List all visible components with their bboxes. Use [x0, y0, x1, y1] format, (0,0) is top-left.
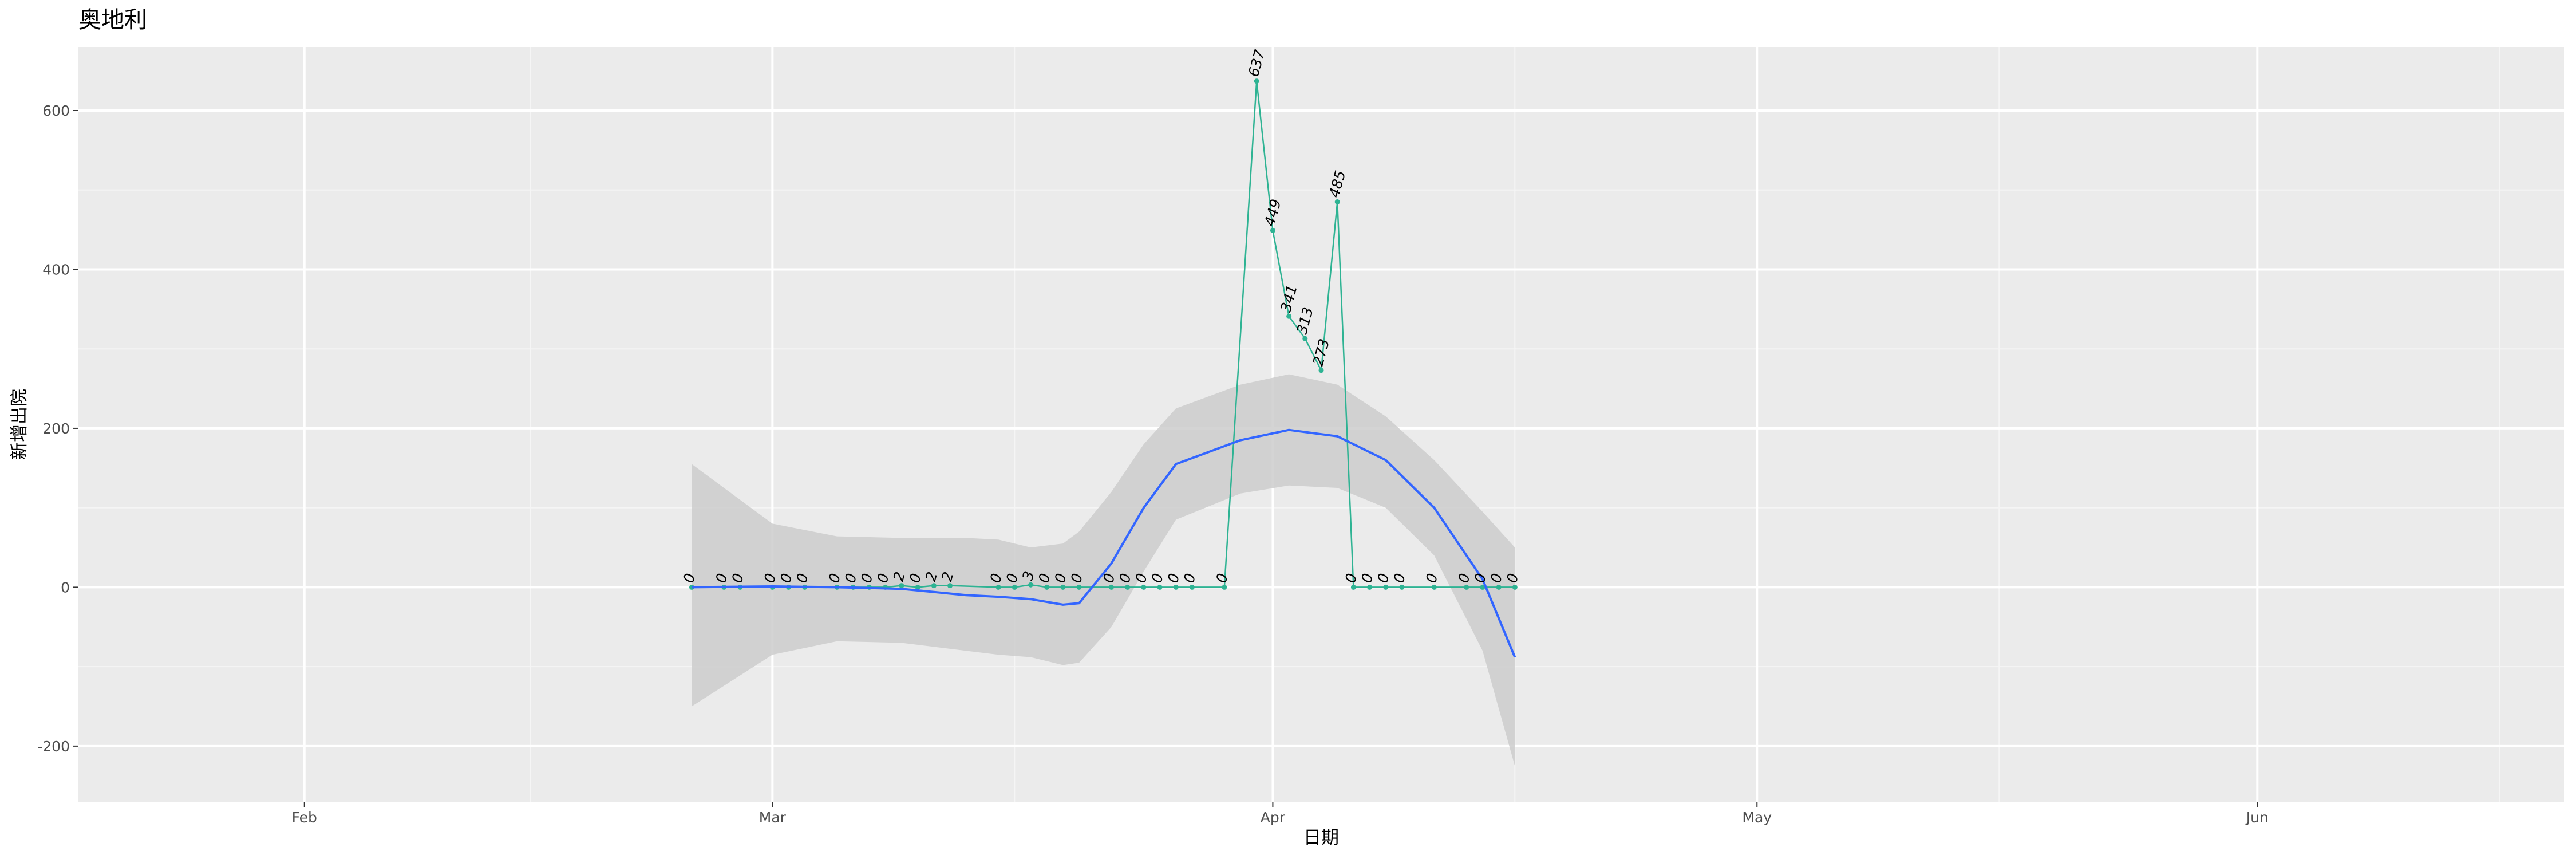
data-label: 2	[922, 570, 941, 583]
x-axis-title: 日期	[1303, 828, 1339, 848]
data-label: 0	[713, 572, 731, 585]
x-tick-label: Jun	[2245, 809, 2269, 826]
major-gridlines	[78, 47, 2564, 802]
data-label: 0	[1390, 572, 1409, 585]
x-tick-label: May	[1742, 809, 1772, 826]
data-label: 0	[1052, 572, 1070, 585]
data-label: 0	[1213, 572, 1231, 585]
data-label: 0	[1100, 572, 1118, 585]
data-label: 0	[987, 572, 1005, 585]
data-point	[1334, 199, 1340, 205]
data-label: 0	[858, 572, 876, 585]
data-point	[1367, 584, 1373, 590]
data-point	[1302, 336, 1308, 341]
data-point	[1383, 584, 1389, 590]
data-point	[899, 583, 904, 589]
data-label: 0	[793, 572, 812, 585]
data-point	[1044, 584, 1050, 590]
data-point	[1254, 78, 1259, 84]
y-tick-label: 0	[61, 579, 70, 596]
data-point	[1222, 584, 1227, 590]
data-label: 0	[874, 572, 892, 585]
smooth-confidence-band	[692, 374, 1515, 766]
y-tick-label: 400	[42, 261, 70, 278]
data-label: 0	[1068, 572, 1086, 585]
data-label: 0	[1455, 572, 1473, 585]
confidence-band	[692, 374, 1515, 766]
data-point	[1286, 313, 1292, 319]
data-point	[1399, 584, 1405, 590]
data-point	[1012, 584, 1017, 590]
data-point	[1270, 227, 1275, 233]
data-label: 0	[825, 572, 844, 585]
y-axis: -200 0 200 400 600	[37, 103, 78, 755]
smooth-line-layer	[692, 428, 1516, 658]
x-axis: Feb Mar Apr May Jun	[292, 802, 2269, 826]
data-point	[1076, 584, 1082, 590]
data-label: 0	[841, 572, 860, 585]
data-label: 0	[1116, 572, 1134, 585]
data-point	[1028, 582, 1033, 588]
data-label: 0	[729, 572, 747, 585]
data-label: 0	[1180, 572, 1199, 585]
data-point	[1431, 584, 1437, 590]
data-point	[995, 584, 1001, 590]
data-label: 0	[1358, 572, 1376, 585]
data-label: 0	[1342, 572, 1360, 585]
data-label: 0	[761, 572, 779, 585]
data-point	[931, 583, 937, 589]
data-label: 0	[1035, 572, 1053, 585]
x-tick-label: Feb	[292, 809, 317, 826]
data-point	[1512, 584, 1518, 590]
chart-title: 奥地利	[78, 7, 147, 33]
data-label: 0	[1471, 572, 1490, 585]
data-point	[1060, 584, 1066, 590]
data-label: 0	[1374, 572, 1393, 585]
data-label: 3	[1019, 569, 1037, 582]
data-point	[1480, 584, 1485, 590]
data-point	[1125, 584, 1131, 590]
data-point	[1108, 584, 1114, 590]
data-label: 0	[1503, 572, 1522, 585]
data-label: 2	[890, 570, 908, 583]
y-axis-title: 新增出院	[9, 389, 30, 460]
data-label: 0	[1003, 572, 1021, 585]
data-label: 2	[938, 570, 957, 583]
x-tick-label: Apr	[1261, 809, 1286, 826]
data-point	[1318, 368, 1324, 373]
data-label: 0	[906, 572, 924, 585]
data-label: 0	[1148, 572, 1167, 585]
y-tick-label: -200	[37, 738, 70, 755]
smooth-line	[692, 428, 1516, 658]
x-tick-label: Mar	[759, 809, 787, 826]
data-label: 0	[1423, 572, 1441, 585]
data-label: 0	[1132, 572, 1151, 585]
data-point	[1173, 584, 1179, 590]
data-label: 0	[1164, 572, 1183, 585]
data-label: 0	[680, 572, 698, 585]
data-label: 0	[777, 572, 795, 585]
data-point	[1464, 584, 1469, 590]
y-tick-label: 600	[42, 103, 70, 119]
minor-gridlines	[78, 47, 2564, 802]
data-point	[915, 584, 920, 590]
data-point	[1350, 584, 1356, 590]
data-point	[947, 583, 953, 589]
y-tick-label: 200	[42, 420, 70, 437]
data-point	[1189, 584, 1195, 590]
data-point	[1496, 584, 1502, 590]
data-point	[1141, 584, 1147, 590]
data-label: 0	[1487, 572, 1506, 585]
data-point	[1157, 584, 1163, 590]
